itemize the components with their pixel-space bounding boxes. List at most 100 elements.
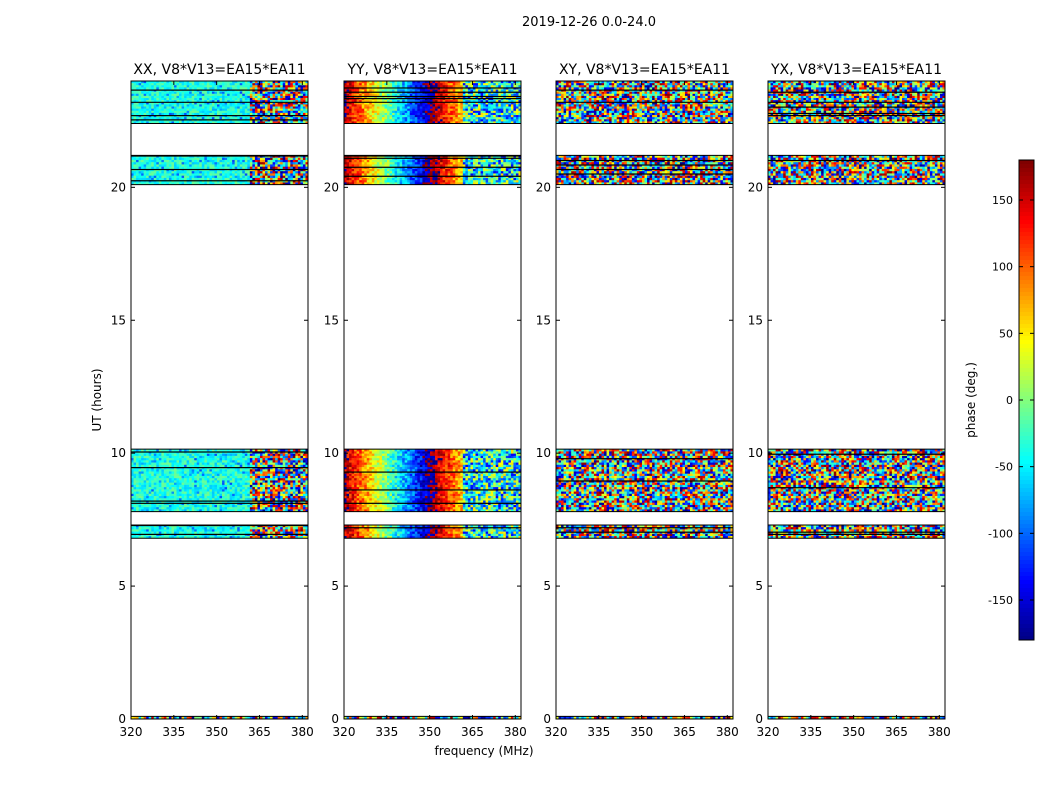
heatmap-cell <box>151 469 154 472</box>
heatmap-cell <box>174 480 177 483</box>
heatmap-cell <box>232 454 235 457</box>
heatmap-cell <box>214 176 217 179</box>
heatmap-cell <box>182 469 185 472</box>
heatmap-cell <box>303 478 306 481</box>
heatmap-cell <box>177 164 180 167</box>
heatmap-cell <box>166 158 169 161</box>
heatmap-cell <box>262 164 265 167</box>
heatmap-cell <box>235 171 238 174</box>
heatmap-cell <box>290 107 293 109</box>
heatmap-cell <box>214 505 217 508</box>
heatmap-cell <box>199 160 202 163</box>
heatmap-cell <box>139 489 142 492</box>
heatmap-cell <box>225 489 228 492</box>
heatmap-cell <box>250 162 253 165</box>
heatmap-cell <box>207 487 210 490</box>
heatmap-cell <box>300 167 303 170</box>
heatmap-cell <box>161 492 164 495</box>
heatmap-cell <box>237 476 240 479</box>
heatmap-cell <box>273 532 276 535</box>
heatmap-cell <box>156 111 159 113</box>
heatmap-cell <box>166 456 169 459</box>
heatmap-cell <box>179 478 182 481</box>
heatmap-cell <box>204 158 207 161</box>
heatmap-cell <box>164 178 167 181</box>
heatmap-cell <box>240 469 243 472</box>
heatmap-cell <box>278 483 281 486</box>
heatmap-cell <box>227 529 230 532</box>
heatmap-cell <box>197 485 200 488</box>
heatmap-cell <box>298 496 301 499</box>
heatmap-cell <box>303 465 306 468</box>
heatmap-cell <box>156 469 159 472</box>
heatmap-cell <box>295 489 298 492</box>
heatmap-cell <box>230 529 233 532</box>
heatmap-cell <box>212 164 215 167</box>
heatmap-cell <box>265 454 268 457</box>
heatmap-cell <box>220 480 223 483</box>
heatmap-cell <box>174 104 177 106</box>
heatmap-cell <box>174 496 177 499</box>
heatmap-cell <box>240 478 243 481</box>
heatmap-cell <box>222 529 225 532</box>
heatmap-cell <box>252 527 255 530</box>
heatmap-cell <box>179 173 182 176</box>
heatmap-cell <box>222 494 225 497</box>
heatmap-cell <box>187 158 190 161</box>
heatmap-cell <box>194 162 197 165</box>
heatmap-cell <box>146 454 149 457</box>
heatmap-cell <box>171 471 174 474</box>
heatmap-cell <box>288 476 291 479</box>
heatmap-cell <box>197 463 200 466</box>
heatmap-cell <box>250 487 253 490</box>
heatmap-cell <box>164 164 167 167</box>
heatmap-cell <box>235 474 238 477</box>
heatmap-cell <box>278 460 281 463</box>
heatmap-cell <box>199 107 202 109</box>
heatmap-cell <box>189 158 192 161</box>
heatmap-cell <box>134 476 137 479</box>
heatmap-cell <box>179 104 182 106</box>
heatmap-cell <box>303 474 306 477</box>
heatmap-cell <box>169 483 172 486</box>
heatmap-cell <box>146 109 149 111</box>
heatmap-cell <box>202 492 205 495</box>
heatmap-cell <box>295 478 298 481</box>
heatmap-cell <box>141 463 144 466</box>
heatmap-cell <box>288 469 291 472</box>
heatmap-cell <box>268 480 271 483</box>
heatmap-cell <box>255 178 258 181</box>
heatmap-cell <box>225 167 228 170</box>
heatmap-cell <box>141 456 144 459</box>
heatmap-cell <box>141 480 144 483</box>
heatmap-cell <box>280 454 283 457</box>
heatmap-cell <box>154 171 157 174</box>
heatmap-cell <box>262 494 265 497</box>
heatmap-cell <box>194 487 197 490</box>
heatmap-cell <box>169 529 172 532</box>
heatmap-cell <box>164 454 167 457</box>
heatmap-cell <box>144 158 147 161</box>
heatmap-cell <box>139 527 142 530</box>
heatmap-cell <box>199 456 202 459</box>
heatmap-cell <box>288 160 291 163</box>
heatmap-cell <box>204 489 207 492</box>
heatmap-cell <box>225 109 228 111</box>
heatmap-cell <box>171 173 174 176</box>
heatmap-cell <box>161 164 164 167</box>
heatmap-cell <box>199 476 202 479</box>
heatmap-cell <box>199 527 202 530</box>
heatmap-cell <box>235 527 238 530</box>
heatmap-cell <box>303 456 306 459</box>
heatmap-cell <box>134 158 137 161</box>
heatmap-cell <box>232 164 235 167</box>
heatmap-cell <box>177 167 180 170</box>
heatmap-cell <box>154 463 157 466</box>
heatmap-cell <box>182 507 185 510</box>
heatmap-cell <box>202 111 205 113</box>
heatmap-cell <box>189 167 192 170</box>
heatmap-cell <box>136 178 139 181</box>
heatmap-cell <box>199 458 202 461</box>
heatmap-cell <box>255 164 258 167</box>
heatmap-cell <box>260 178 263 181</box>
